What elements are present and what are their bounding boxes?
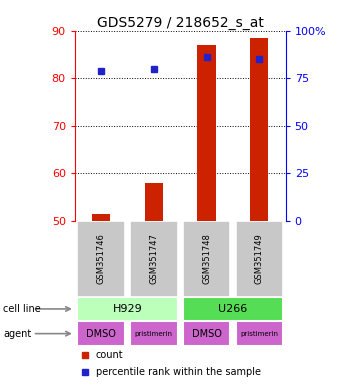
Text: H929: H929 [113, 304, 142, 314]
Text: pristimerin: pristimerin [135, 331, 173, 337]
Text: GSM351747: GSM351747 [149, 233, 158, 284]
Text: GSM351746: GSM351746 [97, 233, 106, 284]
Text: percentile rank within the sample: percentile rank within the sample [96, 367, 261, 377]
Bar [197, 45, 216, 221]
Bar [78, 321, 125, 346]
Bar [130, 221, 177, 296]
Text: DMSO: DMSO [86, 329, 116, 339]
Bar [236, 321, 283, 346]
Bar [183, 321, 230, 346]
Bar [144, 183, 163, 221]
Text: DMSO: DMSO [192, 329, 221, 339]
Text: pristimerin: pristimerin [240, 331, 278, 337]
Bar [183, 296, 283, 321]
Bar [130, 321, 177, 346]
Text: count: count [96, 349, 123, 359]
Bar [78, 221, 125, 296]
Text: GSM351748: GSM351748 [202, 233, 211, 284]
Bar [236, 221, 283, 296]
Text: GSM351749: GSM351749 [255, 233, 264, 284]
Bar [92, 214, 111, 221]
Text: cell line: cell line [3, 304, 41, 314]
Bar [250, 38, 269, 221]
Title: GDS5279 / 218652_s_at: GDS5279 / 218652_s_at [97, 16, 264, 30]
Text: agent: agent [3, 329, 32, 339]
Bar [78, 296, 177, 321]
Bar [183, 221, 230, 296]
Text: U266: U266 [218, 304, 248, 314]
